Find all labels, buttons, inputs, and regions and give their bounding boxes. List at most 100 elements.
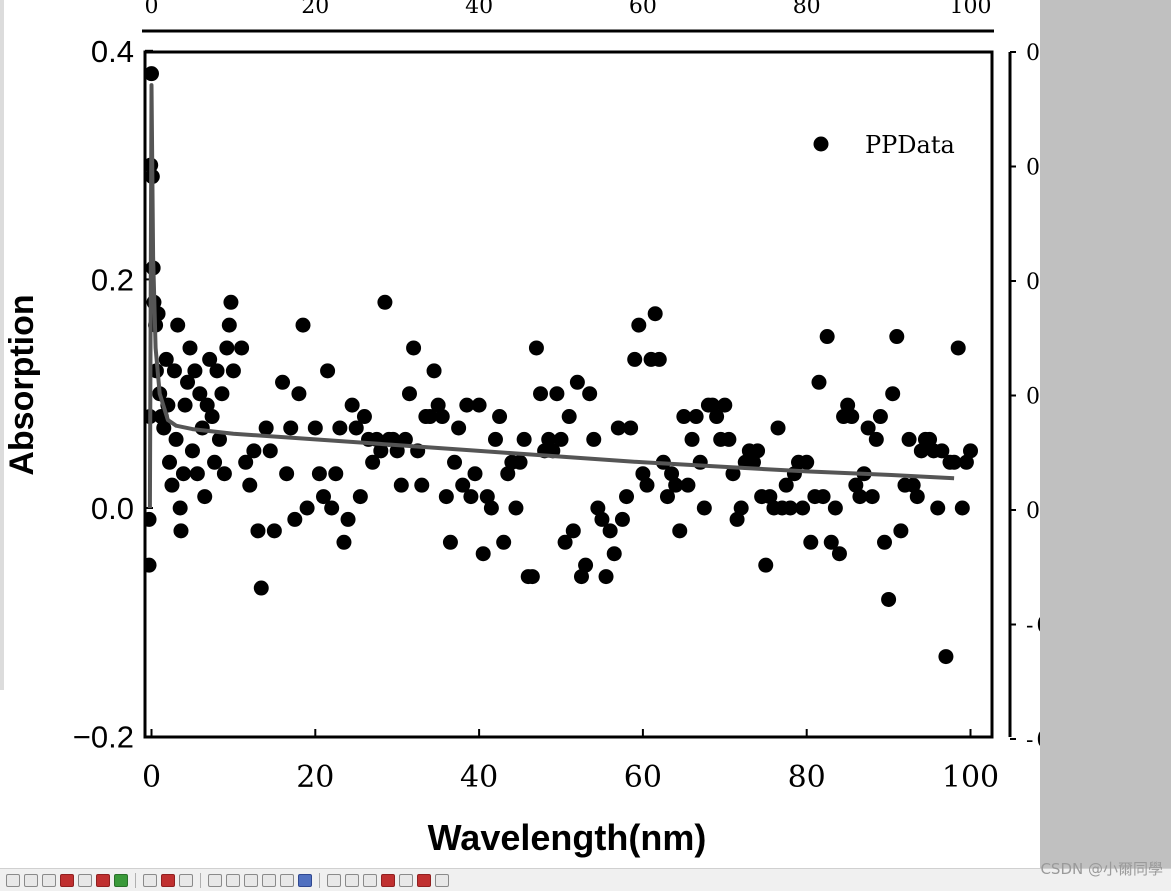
data-point [872, 409, 888, 425]
toolbar-separator [135, 872, 136, 888]
data-point [877, 534, 893, 550]
data-point [688, 409, 704, 425]
data-point [211, 431, 227, 447]
arrange-tool-button[interactable] [363, 873, 377, 887]
scatter-plot-tool-button[interactable] [24, 873, 38, 887]
data-point [397, 431, 413, 447]
data-point [623, 420, 639, 436]
area-plot-tool-button[interactable] [114, 873, 128, 887]
data-point [430, 397, 446, 413]
data-point [451, 420, 467, 436]
data-point [635, 466, 651, 482]
rescale-tool-button[interactable] [417, 873, 431, 887]
data-point [291, 386, 307, 402]
data-point [590, 500, 606, 516]
data-point [733, 500, 749, 516]
data-point [166, 363, 182, 379]
data-point [180, 374, 196, 390]
data-point [852, 489, 868, 505]
scatter-series-PPData [145, 66, 978, 665]
data-point [238, 454, 254, 470]
data-point [299, 500, 315, 516]
legend-label: PPData [865, 131, 955, 159]
y-axis-title: Absorption [3, 294, 41, 475]
data-point [221, 317, 237, 333]
grid-plot-tool-button[interactable] [78, 873, 92, 887]
split-tool-button[interactable] [345, 873, 359, 887]
layout-tool-button[interactable] [280, 873, 294, 887]
line-plot-tool-button[interactable] [6, 873, 20, 887]
3d-plot-tool-button[interactable] [179, 873, 193, 887]
data-point [320, 363, 336, 379]
y2-tick-label: -0.2 [1026, 728, 1040, 753]
top-x-tick-label: 60 [629, 0, 657, 19]
data-point [479, 489, 495, 505]
data-point [340, 511, 356, 527]
data-point [336, 534, 352, 550]
data-point [844, 409, 860, 425]
data-point [881, 591, 897, 607]
data-point [253, 580, 269, 596]
data-point [455, 477, 471, 493]
data-point [168, 431, 184, 447]
contour-tool-button[interactable] [244, 873, 258, 887]
data-point [930, 500, 946, 516]
data-point [651, 351, 667, 367]
data-point [434, 409, 450, 425]
x-tick-label: 100 [942, 760, 999, 795]
line-symbol-tool-button[interactable] [42, 873, 56, 887]
data-point [348, 420, 364, 436]
data-point [594, 511, 610, 527]
data-point [782, 500, 798, 516]
data-point [209, 363, 225, 379]
data-point [496, 534, 512, 550]
merge-tool-button[interactable] [327, 873, 341, 887]
data-point [145, 557, 157, 573]
link-axis-tool-button[interactable] [399, 873, 413, 887]
data-point [573, 569, 589, 585]
data-point [729, 511, 745, 527]
data-point [569, 374, 585, 390]
data-point [189, 466, 205, 482]
data-point [344, 397, 360, 413]
data-point [725, 466, 741, 482]
data-point [631, 317, 647, 333]
matrix-tool-button[interactable] [262, 873, 276, 887]
data-point [365, 454, 381, 470]
data-point [192, 386, 208, 402]
chart-labels: 0 20 40 60 80 100 0 20 40 60 80 100 −0.2 0.0 0.2 0.4 0.4… [3, 0, 1040, 858]
data-point [246, 443, 262, 459]
data-point [803, 534, 819, 550]
data-point [377, 294, 393, 310]
data-point [225, 363, 241, 379]
data-point [307, 420, 323, 436]
3d-bar-tool-button[interactable] [226, 873, 240, 887]
data-point [287, 511, 303, 527]
data-point [447, 454, 463, 470]
data-point [602, 523, 618, 539]
data-point [627, 351, 643, 367]
swap-layer-tool-button[interactable] [381, 873, 395, 887]
data-point [610, 420, 626, 436]
column-plot-tool-button[interactable] [60, 873, 74, 887]
data-point [680, 477, 696, 493]
top-x-tick-label: 40 [465, 0, 493, 19]
data-point [250, 523, 266, 539]
stock-plot-tool-button[interactable] [161, 873, 175, 887]
data-point [492, 409, 508, 425]
bottom-toolbar [0, 868, 1171, 891]
data-point [145, 511, 157, 527]
template-tool-button[interactable] [298, 873, 312, 887]
pie-plot-tool-button[interactable] [143, 873, 157, 887]
window-left-edge [0, 0, 4, 690]
data-point [582, 386, 598, 402]
data-point [963, 443, 978, 459]
data-point [204, 409, 220, 425]
data-point [332, 420, 348, 436]
3d-surface-tool-button[interactable] [208, 873, 222, 887]
add-layer-tool-button[interactable] [435, 873, 449, 887]
y-tick-label: 0.2 [91, 262, 134, 297]
y2-tick-label: 0.1 [1026, 385, 1040, 410]
box-plot-tool-button[interactable] [96, 873, 110, 887]
data-point [170, 317, 186, 333]
